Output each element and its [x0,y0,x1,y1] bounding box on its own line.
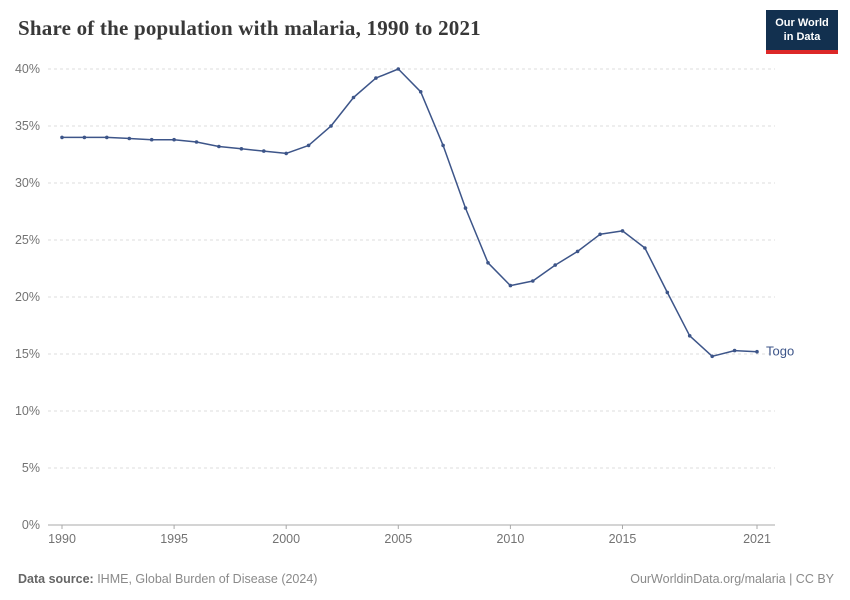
data-point[interactable] [127,136,132,141]
y-tick-label: 25% [15,233,40,247]
data-point[interactable] [172,137,176,142]
x-tick-label: 2010 [496,532,524,546]
data-point[interactable] [105,135,109,140]
data-point[interactable] [463,206,468,210]
data-point[interactable] [418,90,423,94]
x-tick-label: 2005 [384,532,412,546]
owid-logo-line2: in Data [783,31,821,44]
data-point[interactable] [553,263,557,267]
chart-header: Share of the population with malaria, 19… [0,0,850,56]
data-point[interactable] [396,67,401,71]
data-source-label: Data source: [18,572,94,586]
data-point[interactable] [262,149,266,153]
data-point[interactable] [60,135,64,140]
y-tick-label: 40% [15,62,40,76]
y-tick-label: 10% [15,404,40,418]
data-point[interactable] [643,246,647,250]
data-point[interactable] [575,249,580,254]
data-point[interactable] [755,349,759,354]
data-point[interactable] [620,229,625,233]
chart-title: Share of the population with malaria, 19… [18,16,481,40]
data-point[interactable] [239,147,244,151]
chart-footer: Data source: IHME, Global Burden of Dise… [0,560,850,600]
data-point[interactable] [194,140,199,144]
y-tick-label: 15% [15,347,40,361]
data-point[interactable] [284,151,289,156]
data-point[interactable] [508,283,513,288]
data-point[interactable] [374,76,378,80]
data-point[interactable] [306,143,311,148]
y-tick-label: 20% [15,290,40,304]
x-tick-label: 2000 [272,532,300,546]
y-tick-label: 5% [22,461,40,475]
data-point[interactable] [217,144,221,149]
data-point[interactable] [351,95,356,100]
y-tick-label: 35% [15,119,40,133]
series-end-label[interactable]: Togo [766,344,794,359]
data-point[interactable] [710,354,714,359]
data-point[interactable] [732,348,737,353]
x-tick-label: 1995 [160,532,188,546]
footer-citation-link[interactable]: OurWorldinData.org/malaria | CC BY [630,572,834,586]
data-point[interactable] [149,137,154,142]
data-source: Data source: IHME, Global Burden of Dise… [18,572,317,586]
x-tick-label: 2021 [743,532,771,546]
data-point[interactable] [441,143,445,148]
owid-logo-line1: Our World [775,17,829,29]
malaria-line-chart: 0% 5% 10% 15% 20% 25% 30% 35% 40% 1990 1995 2000 200… [15,62,794,546]
data-point[interactable] [82,135,87,140]
data-point[interactable] [486,261,490,265]
data-point[interactable] [665,290,670,295]
data-point[interactable] [687,334,692,338]
data-point[interactable] [329,124,333,128]
y-tick-label: 0% [22,518,40,532]
series-line[interactable] [61,68,758,358]
y-tick-label: 30% [15,176,40,190]
x-tick-label: 2015 [609,532,637,546]
data-point[interactable] [598,232,602,237]
owid-logo[interactable]: Our World in Data [766,10,838,54]
data-point[interactable] [531,279,535,283]
x-tick-label: 1990 [48,532,76,546]
data-source-text: IHME, Global Burden of Disease (2024) [93,572,318,586]
